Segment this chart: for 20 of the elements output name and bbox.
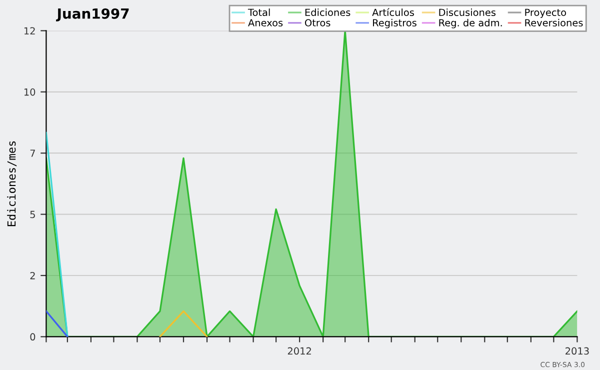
x-tick-label: 2012 [288, 347, 311, 355]
legend-label: Artículos [372, 8, 414, 16]
chart-title: Juan1997 [56, 8, 129, 22]
y-tick-label: 5 [30, 210, 35, 218]
y-tick-label: 12 [24, 27, 35, 34]
legend-label: Reg. de adm. [439, 18, 502, 28]
legend-label: Discusiones [439, 8, 496, 16]
legend-label: Total [248, 8, 270, 16]
y-tick-label: 0 [30, 333, 36, 341]
legend-label: Reversiones [525, 18, 583, 26]
y-tick-label: 7 [30, 150, 35, 157]
y-axis-title: Ediciones/mes [7, 141, 17, 226]
legend-label: Anexos [248, 19, 283, 26]
x-tick-label: 2013 [566, 347, 589, 355]
y-tick-label: 10 [24, 88, 36, 96]
y-tick-label: 2 [30, 272, 35, 280]
legend-label: Proyecto [525, 8, 566, 18]
legend-label: Ediciones [305, 8, 350, 16]
legend-label: Otros [305, 19, 330, 26]
legend-label: Registros [373, 18, 416, 28]
